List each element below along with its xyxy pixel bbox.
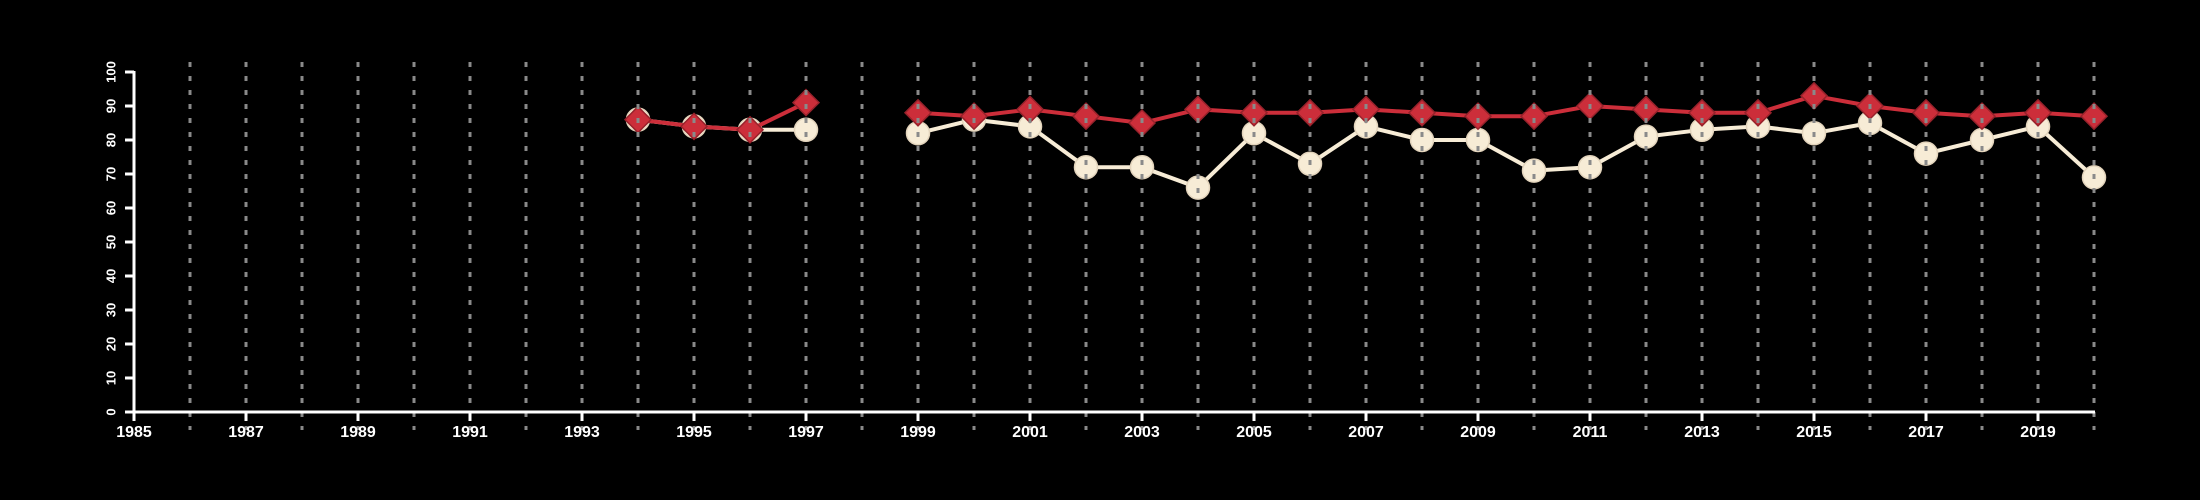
red-diamond-series-line [916, 93, 2096, 125]
x-tick-label-1989: 1989 [340, 424, 376, 441]
red-diamond-series-point-2008 [1407, 98, 1437, 127]
red-diamond-series-point-2018 [1967, 102, 1997, 131]
red-diamond-series-point-2002 [1071, 102, 1101, 131]
cream-circle-series-point-2010 [1521, 158, 1547, 183]
y-tick-label-20: 20 [104, 337, 119, 351]
x-tick-label-2003: 2003 [1124, 424, 1160, 441]
red-diamond-series-point-2006 [1295, 98, 1325, 127]
x-tick-label-2011: 2011 [1573, 424, 1608, 441]
red-diamond-series-point-2000 [959, 102, 989, 131]
x-tick-label-1997: 1997 [788, 424, 824, 441]
cream-circle-series-point-2004 [1185, 175, 1211, 200]
red-diamond-series-point-2013 [1687, 98, 1717, 127]
y-tick-label-70: 70 [104, 167, 119, 181]
x-tick-label-2017: 2017 [1908, 424, 1944, 441]
x-tick-label-2019: 2019 [2020, 424, 2056, 441]
x-tick-label-1995: 1995 [676, 424, 712, 441]
red-diamond-series-point-2014 [1743, 98, 1773, 127]
x-tick-label-2013: 2013 [1684, 424, 1720, 441]
cream-circle-series-point-2017 [1913, 141, 1939, 166]
x-tick-label-1985: 1985 [116, 424, 152, 441]
red-diamond-series-point-2009 [1463, 102, 1493, 131]
red-diamond-series-point-1995 [679, 112, 709, 141]
y-tick-label-30: 30 [104, 303, 119, 317]
red-diamond-series-point-2017 [1911, 98, 1941, 127]
red-diamond-series-point-1996 [735, 115, 765, 144]
axes: 0 10 20 30 40 50 60 70 80 90 100 1985 1987 1989 1991 19… [104, 61, 2095, 441]
red-diamond-series-point-2020 [2079, 102, 2109, 131]
red-diamond-series-group [623, 81, 2109, 144]
y-tick-label-50: 50 [104, 235, 119, 249]
x-tick-label-1999: 1999 [900, 424, 936, 441]
red-diamond-series-point-2019 [2023, 98, 2053, 127]
red-diamond-series-point-2005 [1239, 98, 1269, 127]
red-diamond-series-point-2010 [1519, 102, 1549, 131]
x-tick-label-2009: 2009 [1460, 424, 1496, 441]
gridlines [188, 62, 2096, 430]
y-tick-label-100: 100 [104, 61, 119, 83]
red-diamond-series-point-1999 [903, 98, 933, 127]
y-tick-label-90: 90 [104, 99, 119, 113]
cream-circle-series-point-2008 [1409, 127, 1435, 153]
red-diamond-series-point-1997 [791, 88, 821, 117]
x-tick-label-2015: 2015 [1796, 424, 1832, 441]
x-tick-label-2007: 2007 [1348, 424, 1384, 441]
y-tick-label-0: 0 [104, 408, 119, 415]
x-tick-label-1991: 1991 [452, 424, 488, 441]
y-tick-label-10: 10 [104, 371, 119, 385]
x-tick-label-2005: 2005 [1236, 424, 1272, 441]
x-tick-label-1987: 1987 [228, 424, 264, 441]
x-tick-label-1993: 1993 [564, 424, 600, 441]
red-diamond-series-line [636, 100, 808, 132]
y-tick-label-40: 40 [104, 269, 119, 283]
x-tick-label-2001: 2001 [1012, 424, 1048, 441]
y-tick-label-80: 80 [104, 133, 119, 147]
cream-circle-series-line [916, 117, 2096, 190]
y-tick-label-60: 60 [104, 201, 119, 215]
